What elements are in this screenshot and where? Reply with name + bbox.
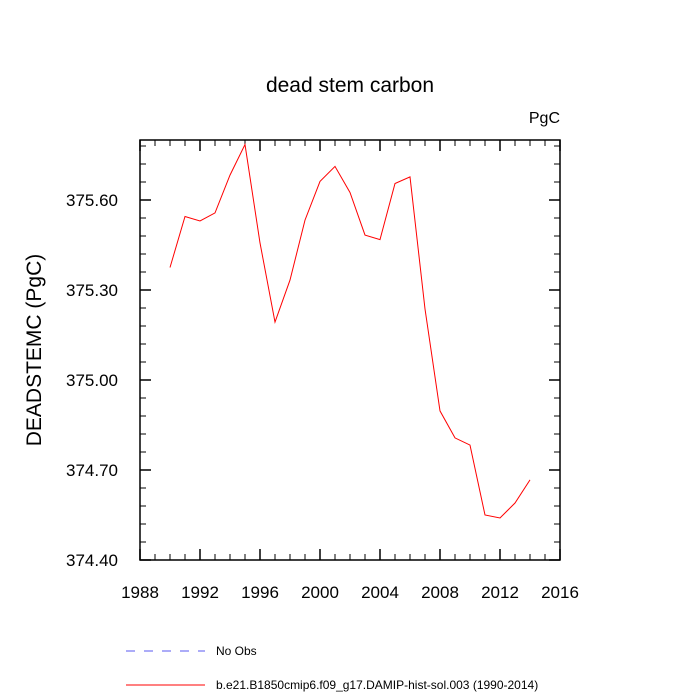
y-tick-label: 375.00	[66, 371, 118, 390]
x-tick-label: 2000	[301, 583, 339, 602]
y-tick-label: 375.30	[66, 281, 118, 300]
x-tick-label: 2012	[481, 583, 519, 602]
x-tick-label: 1996	[241, 583, 279, 602]
axis-ticks	[139, 140, 561, 561]
x-tick-label: 2016	[541, 583, 579, 602]
plot-frame	[139, 139, 561, 561]
x-tick-label: 1988	[121, 583, 159, 602]
y-tick-label: 375.60	[66, 191, 118, 210]
series-lines	[169, 142, 531, 519]
chart-title: dead stem carbon	[266, 74, 434, 97]
series-line	[169, 142, 531, 519]
y-axis-label: DEADSTEMC (PgC)	[23, 254, 46, 447]
y-tick-label: 374.70	[66, 461, 118, 480]
legend-label: No Obs	[216, 644, 257, 658]
legend-label: b.e21.B1850cmip6.f09_g17.DAMIP-hist-sol.…	[216, 678, 538, 692]
units-label: PgC	[529, 110, 560, 127]
x-tick-label: 1992	[181, 583, 219, 602]
axis-tick-labels: 1988 1992 1996 2000 2004 2008 2012 2016 375.60 37…	[66, 191, 579, 602]
y-tick-label: 374.40	[66, 551, 118, 570]
x-tick-label: 2008	[421, 583, 459, 602]
legend: No Obs b.e21.B1850cmip6.f09_g17.DAMIP-his…	[126, 644, 538, 692]
x-tick-label: 2004	[361, 583, 399, 602]
